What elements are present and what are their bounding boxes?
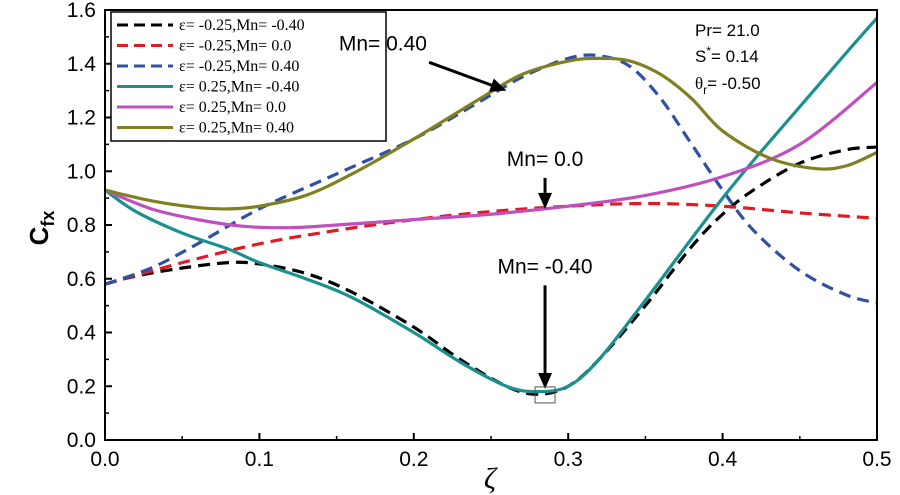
series-line-6 (104, 56, 878, 211)
x-tick-label: 0.2 (399, 448, 428, 471)
series-line-3 (104, 53, 878, 305)
y-tick-label: 1.2 (67, 107, 96, 130)
x-tick-label: 0.3 (554, 448, 583, 471)
param-theta-value: = -0.50 (707, 74, 760, 93)
param-pr: Pr= 21.0 (695, 21, 760, 40)
legend-label: ε= -0.25,Mn= -0.40 (179, 17, 305, 34)
svg-text:Cfx: Cfx (24, 211, 58, 246)
y-tick-label: 0.4 (67, 322, 97, 345)
y-tick-label: 1.4 (67, 53, 97, 76)
x-tick-label: 0.0 (90, 448, 119, 471)
annotation-label: Mn= -0.40 (497, 255, 592, 278)
x-tick-labels: 0.0 0.1 0.2 0.3 0.4 0.5 (90, 448, 891, 471)
minimum-marker-box (534, 386, 556, 404)
series-line-2 (104, 201, 878, 286)
param-s-sup: * (706, 44, 711, 58)
legend-label: ε= -0.25,Mn= 0.40 (179, 58, 299, 75)
x-tick-label: 0.4 (708, 448, 738, 471)
param-s-line: S*= 0.14 (695, 44, 759, 66)
param-s-value: = 0.14 (711, 47, 759, 66)
annotation-arrow-head (538, 192, 553, 209)
y-tick-labels: 0.0 0.2 0.4 0.6 0.8 1.0 1.2 1.4 1.6 (67, 0, 97, 452)
y-tick-label: 1.6 (67, 0, 96, 22)
annotation-arrow-head (489, 78, 507, 92)
legend-label: ε= -0.25,Mn= 0.0 (179, 38, 291, 55)
y-axis-label-subscript: fx (38, 211, 58, 227)
legend-box (110, 11, 387, 142)
annotation-arrow-head (538, 372, 553, 389)
x-axis-label: ζ (484, 462, 498, 495)
y-tick-label: 1.0 (67, 160, 96, 183)
annotation-arrow-shaft (428, 60, 492, 87)
plot-frame (104, 9, 878, 441)
param-theta-sub: r (703, 83, 707, 97)
x-tick-label: 0.1 (245, 448, 274, 471)
legend-label: ε= 0.25,Mn= 0.40 (179, 120, 294, 137)
y-tick-label: 0.2 (67, 375, 96, 398)
param-theta-line: θr= -0.50 (695, 74, 761, 97)
legend: ε= -0.25,Mn= -0.40 ε= -0.25,Mn= 0.0 ε= -0.… (110, 11, 387, 142)
param-theta-symbol: θ (695, 74, 703, 93)
series-line-4 (104, 17, 879, 394)
param-s-symbol: S (695, 47, 706, 66)
y-tick-label: 0.0 (67, 429, 96, 452)
annotations: Mn= 0.40 Mn= 0.0 Mn= -0.40 (339, 32, 593, 389)
series-line-5 (104, 81, 879, 230)
y-tick-label: 0.8 (67, 214, 96, 237)
y-tick-label: 0.6 (67, 268, 96, 291)
series-line-1 (104, 145, 878, 396)
x-tick-label: 0.5 (862, 448, 891, 471)
annotation-label: Mn= 0.0 (507, 148, 583, 171)
y-axis-label-group: Cfx (24, 211, 58, 246)
legend-label: ε= 0.25,Mn= -0.40 (179, 79, 299, 96)
annotation-label: Mn= 0.40 (339, 32, 427, 55)
legend-label: ε= 0.25,Mn= 0.0 (179, 99, 286, 116)
y-axis-label: C (24, 226, 54, 245)
series-lines (104, 17, 879, 396)
